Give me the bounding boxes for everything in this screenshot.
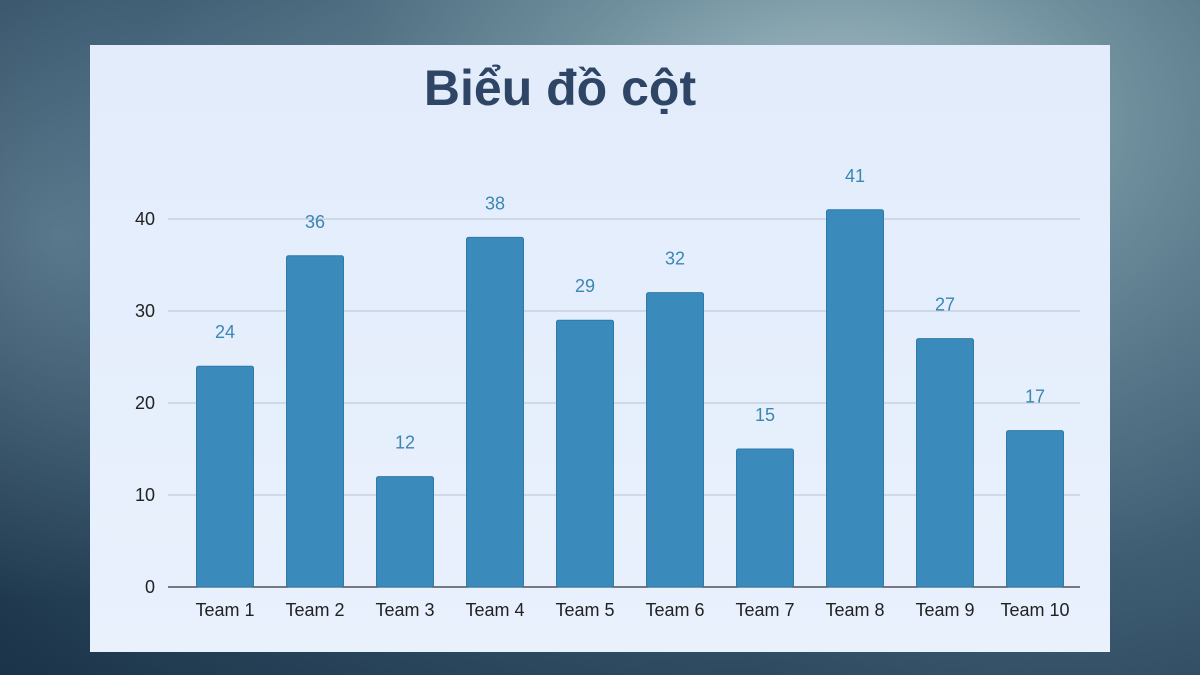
bar [826, 209, 884, 588]
x-tick-label: Team 2 [285, 600, 344, 620]
x-tick-label: Team 3 [375, 600, 434, 620]
x-tick-label: Team 8 [825, 600, 884, 620]
x-tick-label: Team 4 [465, 600, 524, 620]
data-label: 27 [935, 295, 955, 315]
y-tick-label: 0 [145, 577, 155, 597]
bar [376, 476, 434, 588]
x-tick-label: Team 6 [645, 600, 704, 620]
data-label: 38 [485, 193, 505, 213]
x-tick-label: Team 10 [1000, 600, 1069, 620]
data-labels: 24 36 12 38 29 32 15 41 27 17 [215, 166, 1045, 453]
bar [736, 448, 794, 588]
y-tick-label: 20 [135, 393, 155, 413]
data-label: 12 [395, 433, 415, 453]
bars [196, 209, 1064, 588]
data-label: 32 [665, 249, 685, 269]
bar [196, 365, 254, 588]
y-tick-label: 40 [135, 209, 155, 229]
data-label: 15 [755, 405, 775, 425]
data-label: 24 [215, 322, 235, 342]
data-label: 36 [305, 212, 325, 232]
data-label: 17 [1025, 387, 1045, 407]
bar [286, 255, 344, 588]
chart-title: Biểu đồ cột [423, 60, 697, 116]
y-tick-label: 10 [135, 485, 155, 505]
y-tick-label: 30 [135, 301, 155, 321]
data-label: 29 [575, 276, 595, 296]
bar [1006, 430, 1064, 588]
bar [466, 236, 524, 588]
bar [646, 292, 704, 588]
x-tick-label: Team 7 [735, 600, 794, 620]
bar [556, 319, 614, 588]
bar [916, 338, 974, 588]
x-tick-label: Team 9 [915, 600, 974, 620]
x-axis-ticks: Team 1 Team 2 Team 3 Team 4 Team 5 Team 6 Team… [195, 600, 1069, 620]
x-tick-label: Team 1 [195, 600, 254, 620]
y-axis-ticks: 0 10 20 30 40 [135, 209, 155, 597]
data-label: 41 [845, 166, 865, 186]
x-tick-label: Team 5 [555, 600, 614, 620]
